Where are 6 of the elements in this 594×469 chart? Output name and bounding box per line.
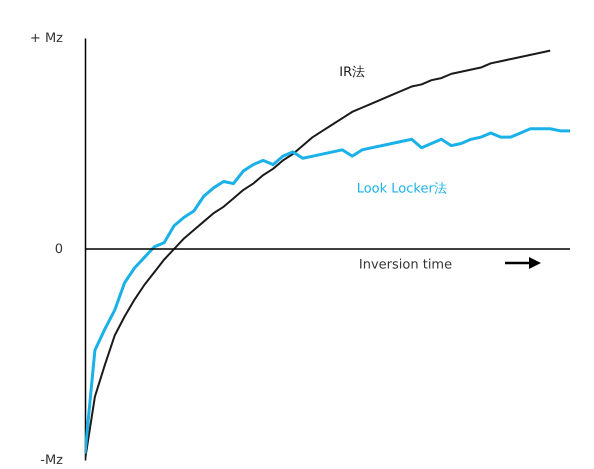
text: 0 <box>54 242 63 257</box>
text: + Mz <box>30 31 64 46</box>
series-label: IR法 <box>339 64 366 80</box>
text: -Mz <box>40 453 64 468</box>
x-axis-title: Inversion time <box>358 258 452 273</box>
series-label: Look Locker法 <box>356 181 447 196</box>
